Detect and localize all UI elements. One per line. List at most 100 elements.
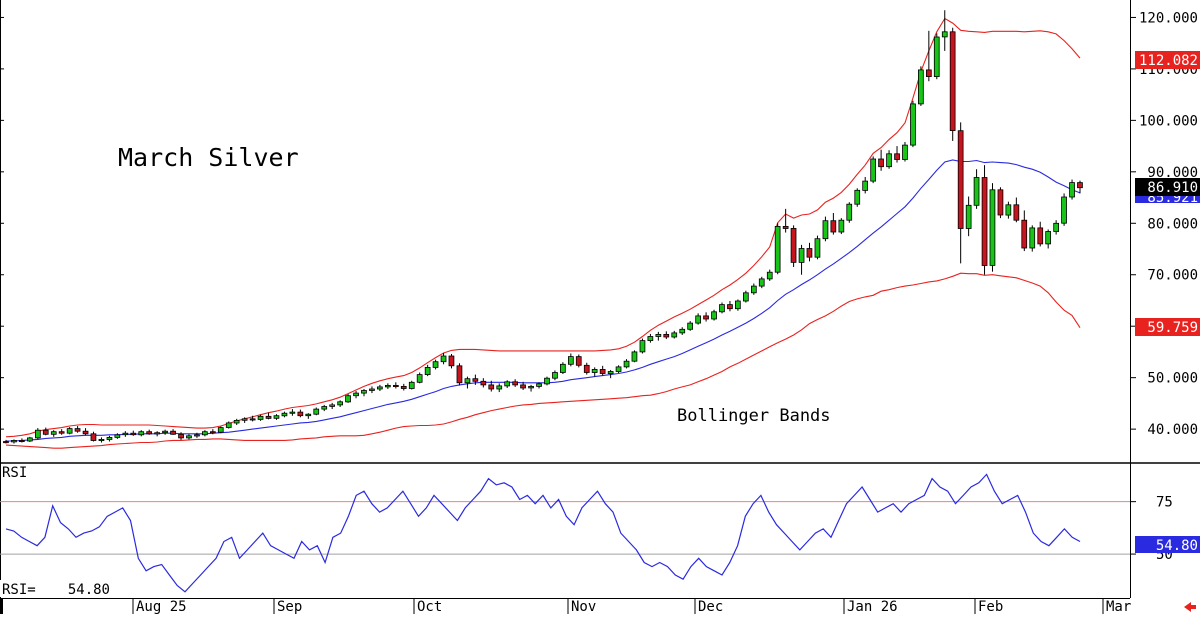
- time-tick-label: Mar: [1106, 599, 1131, 615]
- candle-body-down: [878, 158, 884, 168]
- candle-body-up: [902, 144, 908, 160]
- candle-body-up: [376, 386, 383, 390]
- candle-body-down: [297, 411, 304, 417]
- candle-body-down: [727, 304, 733, 310]
- rsi-readout-bg: [0, 580, 112, 597]
- candle: [949, 27, 956, 141]
- candle-body-up: [798, 248, 805, 263]
- candle: [663, 331, 670, 340]
- candle: [321, 404, 328, 412]
- candle-body-up: [162, 430, 168, 434]
- rsi-readout-value: 54.80: [68, 582, 110, 598]
- candle-body-up: [122, 432, 129, 436]
- candle-body-down: [448, 355, 455, 367]
- candle: [178, 432, 184, 440]
- time-tick-label: Oct: [417, 599, 442, 615]
- candle: [1077, 180, 1083, 194]
- candle-body-down: [392, 384, 399, 387]
- candle: [98, 437, 105, 443]
- candle: [695, 313, 702, 325]
- candle: [1021, 210, 1028, 252]
- candle: [512, 379, 519, 387]
- candle-body-down: [1077, 182, 1083, 189]
- candle: [1053, 220, 1059, 235]
- candle-body-up: [623, 360, 630, 368]
- candle: [496, 383, 503, 393]
- bollinger-upper-line: [5, 17, 1081, 438]
- price-tick-label: 50.000: [1147, 371, 1198, 387]
- candle: [265, 412, 272, 420]
- bollinger-bands: [5, 17, 1081, 449]
- candle-body-up: [631, 351, 638, 362]
- candle: [416, 372, 423, 384]
- candle: [798, 244, 805, 275]
- candle: [225, 421, 232, 429]
- candle: [822, 216, 829, 242]
- rsi-tick-label: 75: [1156, 495, 1173, 511]
- candle-body-down: [894, 153, 900, 160]
- candle-body-down: [3, 441, 9, 444]
- candle: [504, 380, 511, 388]
- candle-body-up: [273, 415, 280, 419]
- candle-body-up: [838, 219, 845, 233]
- bollinger-annotation: Bollinger Bands: [677, 406, 831, 426]
- candle: [607, 369, 614, 379]
- candle-body-down: [957, 130, 964, 229]
- candle-body-up: [289, 411, 296, 414]
- candle: [162, 429, 168, 435]
- last-price-badge-bg: [1135, 178, 1200, 196]
- price-tick-label: 90.000: [1147, 165, 1198, 181]
- candle: [1005, 201, 1012, 219]
- rsi-pane-label: RSI: [2, 465, 27, 481]
- candle-body-up: [933, 36, 940, 77]
- candle: [957, 122, 964, 264]
- candle-body-up: [846, 203, 853, 221]
- candle: [711, 309, 717, 321]
- candle: [130, 430, 137, 436]
- candle-body-down: [1037, 227, 1044, 245]
- candle-body-down: [178, 433, 184, 439]
- candle: [520, 381, 526, 391]
- candle-body-up: [337, 401, 344, 406]
- candle-body-up: [408, 381, 415, 389]
- candle-body-down: [488, 384, 495, 390]
- candle: [758, 276, 765, 289]
- candle: [305, 413, 312, 419]
- candle-body-up: [854, 189, 861, 205]
- candle-body-up: [257, 415, 264, 420]
- candle-body-up: [973, 177, 980, 206]
- lower-band-badge-text: 59.759: [1147, 320, 1198, 336]
- candle-body-down: [74, 428, 81, 432]
- candle-body-up: [416, 374, 423, 383]
- candle: [241, 417, 248, 423]
- candle: [337, 400, 344, 407]
- candle: [488, 380, 495, 392]
- candle-body-down: [480, 380, 487, 386]
- candle: [456, 363, 463, 386]
- candle: [1013, 197, 1020, 223]
- candle: [910, 100, 916, 148]
- candle-body-up: [711, 311, 717, 320]
- candle-body-up: [695, 315, 702, 324]
- candle: [926, 30, 932, 82]
- candle-body-up: [1069, 182, 1075, 198]
- candle-body-up: [568, 356, 574, 365]
- last-price-badge: 86.910: [1135, 178, 1200, 196]
- candle-body-down: [703, 315, 709, 320]
- candle: [11, 439, 17, 444]
- candle-body-down: [170, 430, 176, 435]
- candle-body-down: [400, 385, 407, 389]
- candle: [42, 427, 49, 436]
- candle-body-up: [1045, 231, 1051, 245]
- candle: [289, 409, 296, 416]
- candle: [146, 429, 152, 435]
- candle: [400, 383, 407, 391]
- candle: [472, 374, 479, 385]
- candle: [981, 165, 988, 275]
- scroll-left-icon[interactable]: [1184, 602, 1196, 612]
- candle: [743, 290, 749, 303]
- candle: [408, 380, 415, 390]
- time-tick-label: Jan 26: [847, 599, 898, 615]
- candle-body-up: [1005, 204, 1012, 216]
- candle-body-up: [106, 436, 113, 440]
